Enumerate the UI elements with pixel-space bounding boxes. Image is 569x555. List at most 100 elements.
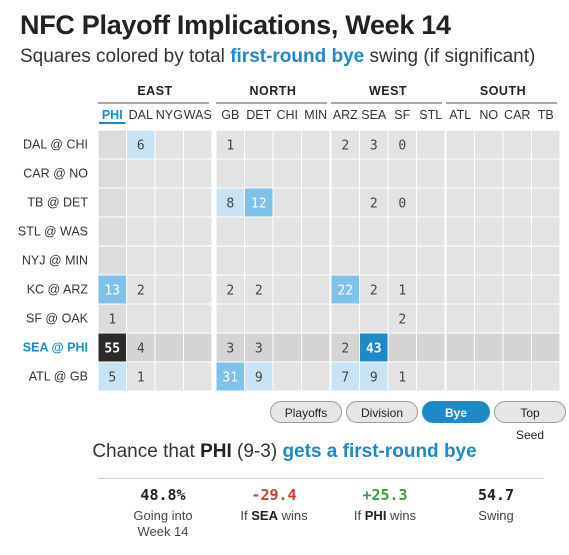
heatmap-cell: [216, 246, 244, 275]
heatmap-cell: [184, 275, 212, 304]
heatmap-cell: [331, 188, 359, 217]
heatmap-cell: [216, 217, 244, 246]
metric-button-top-seed[interactable]: Top Seed: [494, 401, 566, 442]
heatmap-cell: [216, 333, 244, 362]
heatmap-cell: [331, 304, 359, 333]
heatmap-cell: [331, 217, 359, 246]
heatmap-cell: [475, 362, 503, 391]
heatmap-cell: [273, 188, 301, 217]
heatmap-cell: [446, 217, 474, 246]
heatmap-cell: [127, 333, 155, 362]
heatmap-cell: [273, 246, 301, 275]
heatmap-cell: [216, 188, 244, 217]
heatmap-cell: [331, 275, 359, 304]
heatmap-cell: [155, 275, 183, 304]
heatmap-cell: [446, 188, 474, 217]
cell-value: 3: [255, 342, 263, 357]
cell-value: 2: [398, 313, 406, 328]
heatmap-cell: [360, 188, 388, 217]
chart-title: NFC Playoff Implications, Week 14: [20, 10, 451, 40]
heatmap-cell: [184, 304, 212, 333]
cell-value: 6: [137, 139, 145, 154]
heatmap-cell: [532, 217, 560, 246]
cell-value: 22: [337, 284, 353, 299]
heatmap-cell: [245, 188, 273, 217]
cell-value: 13: [104, 284, 120, 299]
heatmap-cell: [417, 130, 445, 159]
heatmap-cell: [216, 362, 244, 391]
cell-value: 55: [104, 342, 120, 357]
playoff-heatmap: EAST NORTH WEST SOUTH PHI DAL NYG WAS GB DET CHI MI…: [18, 84, 560, 391]
stat-label-part: If: [240, 508, 252, 523]
heatmap-cell: [532, 304, 560, 333]
stat-block: +25.3 If PHI wins: [330, 486, 440, 524]
team-header: DAL: [129, 108, 153, 122]
heatmap-cell: [127, 304, 155, 333]
heatmap-cell: [98, 188, 126, 217]
metric-button-bye[interactable]: Bye: [422, 401, 490, 423]
stat-label-part: wins: [277, 508, 308, 523]
heatmap-cell: [388, 362, 416, 391]
heatmap-cell: [245, 159, 273, 188]
stat-label-team: PHI: [364, 508, 387, 523]
heatmap-cell: [184, 159, 212, 188]
heatmap-cell: [155, 246, 183, 275]
heatmap-cell: [503, 188, 531, 217]
team-header: SEA: [361, 108, 387, 122]
heatmap-cell: [360, 304, 388, 333]
heatmap-cell: [184, 246, 212, 275]
heatmap-cell: [446, 130, 474, 159]
subtitle-highlight: first-round bye: [230, 46, 365, 67]
team-header: PHI: [102, 108, 123, 122]
heatmap-cell: [184, 188, 212, 217]
heatmap-cell: [360, 333, 388, 362]
game-row-label: TB @ DET: [27, 196, 88, 210]
heatmap-cell: [475, 159, 503, 188]
stat-label-team: SEA: [251, 508, 278, 523]
team-header: TB: [538, 108, 554, 122]
cell-value: 31: [222, 371, 238, 386]
heatmap-cell: [532, 130, 560, 159]
heatmap-cell: [184, 130, 212, 159]
heatmap-cell: [360, 159, 388, 188]
stat-value: +25.3: [362, 486, 408, 504]
metric-button-division[interactable]: Division: [346, 401, 418, 423]
metric-button-playoffs[interactable]: Playoffs: [270, 401, 342, 423]
cell-value: 0: [398, 139, 406, 154]
stat-label: Going into Week 14: [108, 508, 218, 540]
chart-subtitle: Squares colored by total first-round bye…: [20, 46, 535, 68]
stat-label: If SEA wins: [219, 508, 329, 524]
team-header: WAS: [184, 108, 212, 122]
cell-value: 2: [370, 197, 378, 212]
heatmap-cell: [184, 217, 212, 246]
game-row-label: STL @ WAS: [18, 225, 88, 239]
heatmap-cell: [98, 362, 126, 391]
heatmap-cell: [417, 246, 445, 275]
heatmap-cell: [446, 246, 474, 275]
heatmap-cell: [360, 362, 388, 391]
cell-value: 12: [251, 197, 267, 212]
heatmap-cell: [417, 362, 445, 391]
heatmap-cell: [417, 217, 445, 246]
subtitle-text-end: swing (if significant): [364, 46, 536, 67]
divider: [98, 478, 544, 479]
team-header: SF: [394, 108, 410, 122]
heatmap-cell: [155, 130, 183, 159]
heatmap-cell: [273, 217, 301, 246]
heatmap-cell: [127, 130, 155, 159]
heatmap-cell: [155, 362, 183, 391]
stat-label-part: Going into: [133, 508, 193, 523]
cell-value: 1: [398, 371, 406, 386]
heatmap-cell: [503, 217, 531, 246]
stat-label-part: Week 14: [137, 524, 189, 539]
heatmap-cell: [503, 130, 531, 159]
heatmap-cell: [331, 159, 359, 188]
metric-toggle-bar: Playoffs Division Bye Top Seed: [270, 401, 566, 442]
team-header: NO: [479, 108, 498, 122]
heatmap-cell: [302, 217, 330, 246]
heatmap-cell: [532, 362, 560, 391]
cell-value: 2: [255, 284, 263, 299]
team-header: NYG: [156, 108, 183, 122]
heatmap-cell: [446, 275, 474, 304]
stat-label-part: Swing: [478, 508, 514, 523]
